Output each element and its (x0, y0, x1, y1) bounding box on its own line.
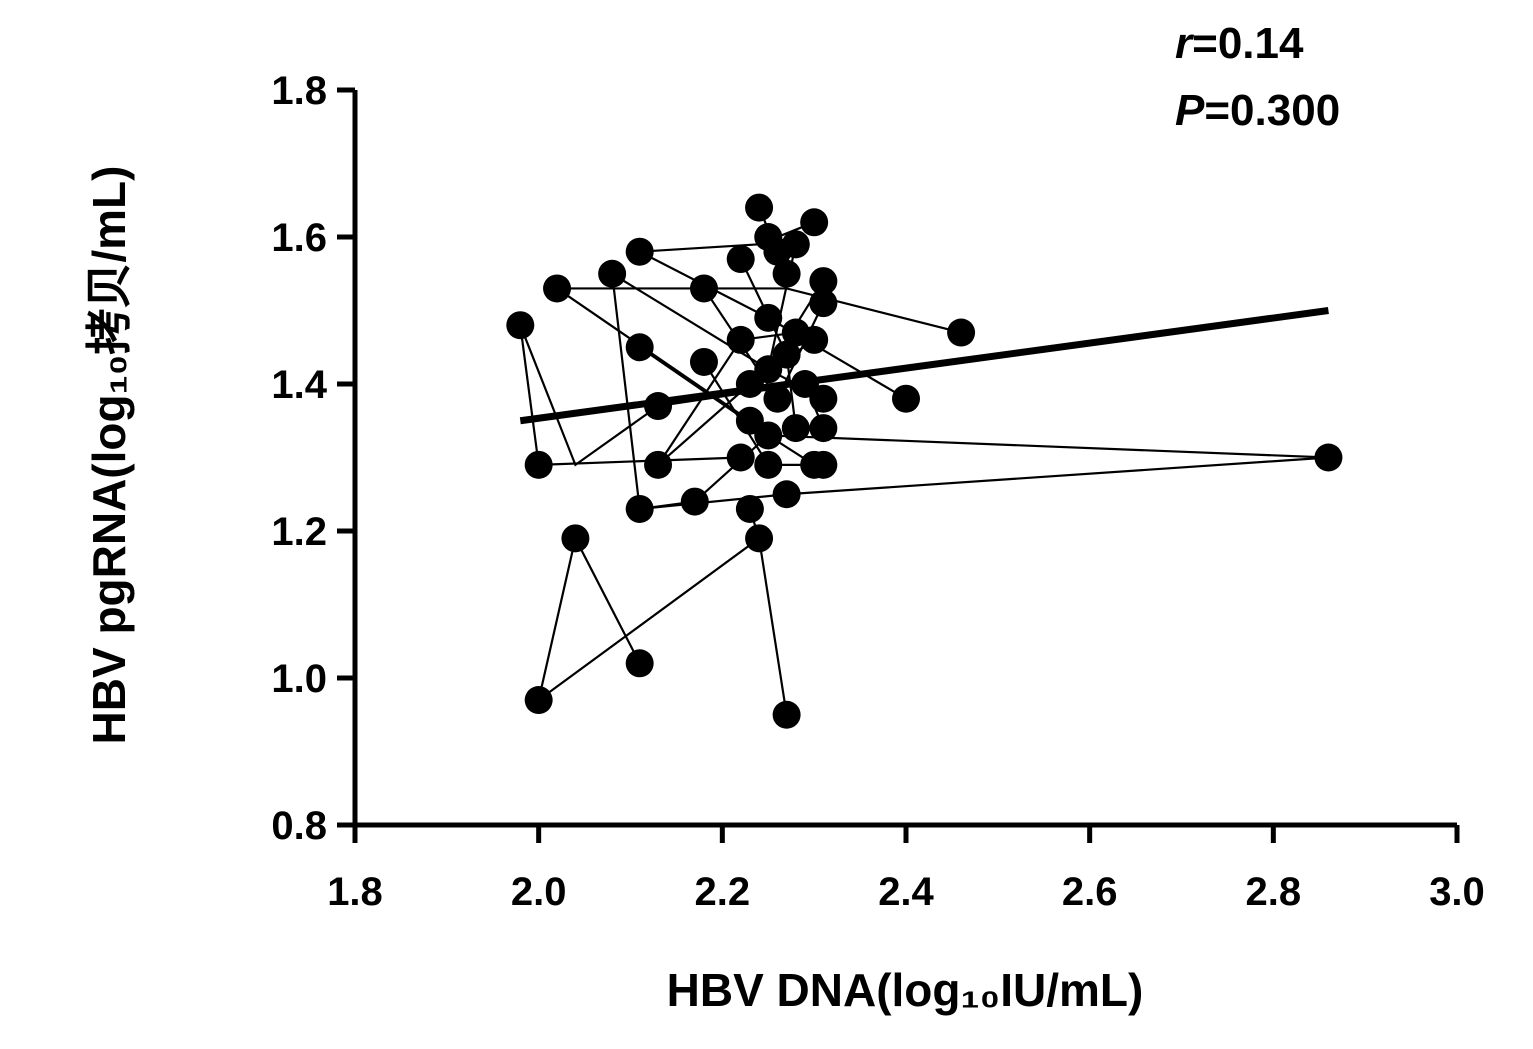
axes: 0.8 1.0 1.2 1.4 1.6 1.8 1.8 2.0 2.2 2.4 2.6 2.8 3.0 (271, 69, 1484, 914)
r-symbol: r (1175, 19, 1195, 68)
x-tick-label: 2.2 (695, 870, 751, 914)
data-point (506, 311, 535, 340)
data-point (644, 450, 673, 479)
data-point (598, 259, 627, 288)
connecting-line (639, 346, 1329, 459)
r-value: =0.14 (1192, 19, 1304, 68)
data-point (561, 524, 590, 553)
data-point (781, 230, 810, 259)
data-point (763, 384, 792, 413)
data-point (772, 480, 801, 509)
data-point (680, 487, 709, 516)
data-point (1314, 443, 1343, 472)
data-points (506, 193, 1343, 729)
data-point (772, 340, 801, 369)
data-point (947, 318, 976, 347)
r-statistic: r=0.14 (1175, 19, 1304, 68)
connecting-lines (519, 207, 1329, 715)
y-axis-title: HBV pgRNA(log₁₀拷贝/mL) (83, 166, 135, 745)
data-point (625, 333, 654, 362)
x-tick-label: 1.8 (327, 870, 383, 914)
x-axis-title: HBV DNA(log₁₀IU/mL) (667, 964, 1144, 1016)
data-point (809, 450, 838, 479)
data-point (781, 414, 810, 443)
data-point (726, 325, 755, 354)
data-point (689, 274, 718, 303)
data-point (689, 347, 718, 376)
data-point (726, 443, 755, 472)
data-point (892, 384, 920, 413)
data-point (809, 384, 838, 413)
y-tick-label: 1.4 (271, 363, 327, 407)
data-point (809, 289, 838, 318)
p-symbol: P (1175, 86, 1205, 135)
y-tick-label: 1.8 (271, 69, 327, 113)
data-point (800, 325, 829, 354)
data-point (625, 649, 654, 678)
y-tick-label: 1.2 (271, 510, 327, 554)
y-tick-label: 1.0 (271, 657, 327, 701)
x-tick-label: 2.8 (1246, 870, 1302, 914)
p-value: =0.300 (1204, 86, 1340, 135)
data-point (754, 421, 783, 450)
data-point (625, 237, 654, 266)
connecting-line (556, 287, 751, 422)
y-tick-label: 1.6 (271, 216, 327, 260)
data-point (772, 700, 801, 729)
data-point (754, 450, 783, 479)
data-point (772, 259, 801, 288)
connecting-line (538, 536, 788, 715)
y-tick-label: 0.8 (271, 804, 327, 848)
connecting-line (537, 535, 641, 701)
data-point (735, 494, 764, 523)
regression-line-group (519, 307, 1329, 425)
x-tick-label: 2.4 (878, 870, 934, 914)
x-tick-label: 2.0 (511, 870, 567, 914)
data-point (644, 392, 673, 421)
connecting-line (519, 325, 540, 465)
data-point (809, 267, 838, 296)
data-point (543, 274, 572, 303)
p-statistic: P=0.300 (1175, 86, 1340, 135)
data-point (745, 524, 774, 553)
data-point (800, 208, 829, 237)
data-point (524, 686, 553, 715)
x-tick-label: 2.6 (1062, 870, 1118, 914)
data-point (524, 450, 553, 479)
data-point (745, 193, 774, 222)
connecting-line (538, 456, 741, 466)
regression-line (519, 307, 1329, 425)
data-point (625, 494, 654, 523)
data-point (754, 303, 783, 332)
data-point (726, 245, 755, 274)
x-tick-label: 3.0 (1429, 870, 1485, 914)
data-point (809, 414, 838, 443)
